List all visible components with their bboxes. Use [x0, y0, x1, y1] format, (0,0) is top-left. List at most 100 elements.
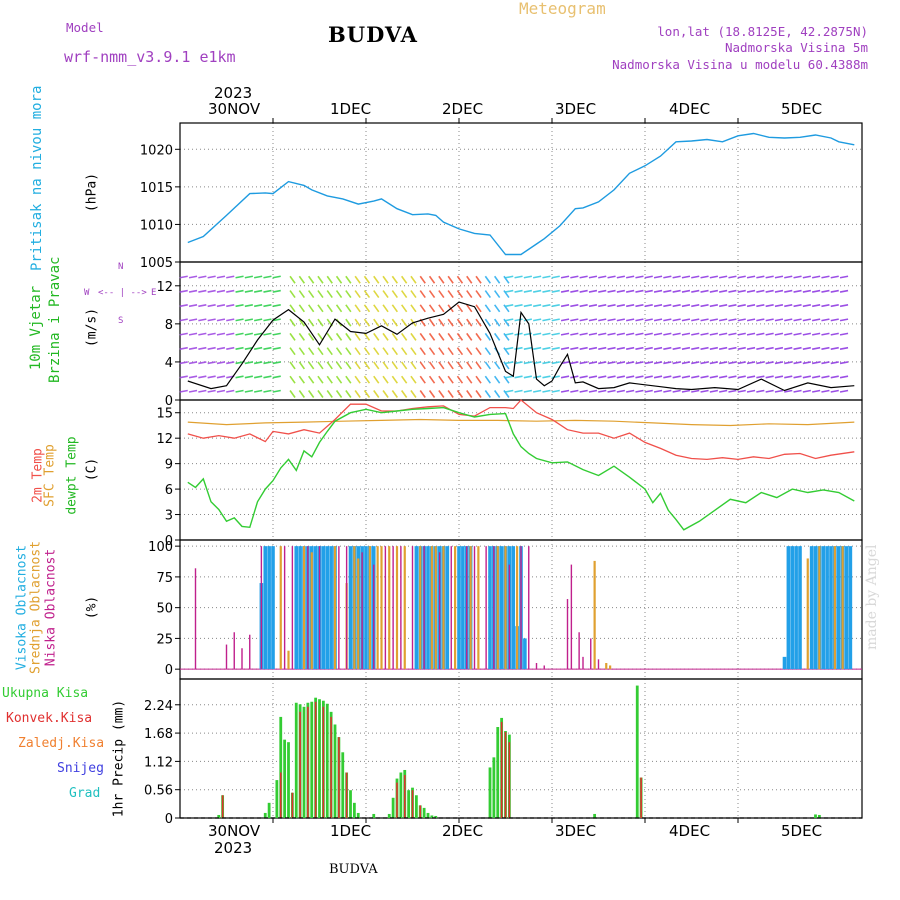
mid-cloud-bar-22 [504, 546, 507, 670]
low-cloud-bar-2 [233, 632, 235, 670]
wind-arrow-573 [765, 304, 774, 308]
wind-arrow-338 [523, 318, 532, 322]
wind-arrow-555 [746, 304, 756, 308]
total-precip-bar-11 [302, 706, 306, 818]
wind-arrow-476 [663, 275, 672, 279]
wind-arrow-27 [207, 389, 216, 393]
wind-arrow-47 [226, 361, 235, 365]
wind-arrow-401 [588, 318, 598, 322]
wind-arrow-79 [254, 289, 263, 293]
wind-arrow-404 [588, 275, 598, 279]
wind-arrow-90 [272, 389, 281, 393]
wind-arrow-615 [812, 346, 821, 350]
wind-arrow-454 [644, 332, 653, 336]
wind-arrow-642 [839, 346, 849, 350]
mid-cloud-bar-4 [333, 546, 337, 670]
wind-arrow-558 [756, 389, 765, 393]
wind-arrow-130 [317, 332, 324, 341]
total-precip-bar-28 [391, 797, 395, 818]
low-cloud-bar-17 [411, 546, 414, 670]
wind-arrow-183 [373, 347, 380, 356]
wind-arrow-468 [663, 389, 672, 393]
wind-arrow-374 [560, 318, 570, 322]
wind-arrow-548 [737, 275, 746, 279]
wind-arrow-244 [438, 375, 445, 384]
wind-arrow-616 [812, 332, 821, 336]
wind-arrow-248 [438, 318, 445, 327]
wind-arrow-12 [188, 346, 198, 350]
wind-arrow-35 [207, 275, 216, 279]
wind-arrow-201 [391, 347, 399, 356]
wind-arrow-625 [821, 332, 830, 336]
wind-arrow-542 [737, 361, 746, 365]
wind-arrow-377 [560, 275, 570, 279]
wind-arrow-420 [607, 304, 616, 308]
legend-conv-precip: Konvek.Kisa [6, 711, 93, 726]
mid-cloud-bar-3 [310, 552, 313, 670]
wind-arrow-524 [719, 361, 728, 365]
wind-arrow-634 [830, 332, 839, 336]
low-cloud-bar-12 [361, 552, 363, 670]
wind-arrow-294 [484, 304, 492, 313]
temperature-ytick-label-1: 3 [165, 509, 173, 524]
wind-arrow-135 [326, 390, 333, 398]
wind-arrow-301 [493, 332, 501, 341]
wind-arrow-273 [466, 347, 473, 356]
wind-arrow-263 [456, 361, 464, 370]
low-cloud-bar-0 [194, 568, 197, 670]
high-cloud-bar-32 [461, 546, 465, 670]
wind-arrow-321 [505, 304, 514, 308]
wind-arrow-376 [560, 289, 570, 293]
wind-arrow-119 [307, 361, 315, 370]
wind-arrow-66 [244, 346, 253, 350]
high-cloud-bar-25 [426, 546, 430, 670]
wind-arrow-472 [663, 332, 672, 336]
low-cloud-bar-3 [241, 648, 243, 670]
wind-arrow-152 [335, 275, 343, 284]
wind-arrow-332 [514, 275, 523, 279]
wind-arrow-92 [272, 361, 281, 365]
cloud-ytick-label-4: 100 [148, 540, 173, 555]
wind-arrow-354 [542, 346, 551, 350]
wind-arrow-455 [644, 318, 653, 322]
wind-arrow-146 [335, 361, 343, 370]
wind-arrow-173 [363, 361, 371, 370]
wind-arrow-515 [709, 361, 718, 365]
wind-ytick-label-1: 4 [165, 356, 173, 371]
wind-arrow-204 [391, 304, 399, 313]
wind-arrow-435 [626, 346, 635, 350]
wind-arrow-215 [400, 275, 408, 284]
wind-arrow-143 [326, 275, 333, 284]
wind-arrow-587 [784, 361, 793, 365]
wind-arrow-44 [216, 275, 226, 279]
wind-arrow-99 [289, 390, 296, 398]
wind-arrow-386 [570, 275, 579, 279]
wind-arrow-432 [626, 389, 635, 393]
wind-arrow-107 [289, 275, 296, 284]
wind-arrow-175 [363, 332, 371, 341]
wind-arrow-341 [523, 275, 532, 279]
conv-precip-bar-13 [419, 805, 422, 818]
wind-arrow-274 [466, 332, 473, 341]
total-precip-bar-34 [414, 795, 418, 818]
low-cloud-bar-22 [473, 546, 476, 670]
low-cloud-bar-30 [566, 599, 569, 670]
wind-arrow-463 [653, 332, 663, 336]
wind-arrow-591 [784, 304, 793, 308]
wind-arrow-487 [681, 375, 691, 379]
wind-arrow-403 [588, 289, 598, 293]
low-cloud-bar-20 [450, 546, 452, 670]
wind-arrow-262 [456, 375, 464, 384]
wind-arrow-388 [579, 375, 588, 379]
wind-arrow-109 [298, 375, 306, 384]
wind-arrow-7 [179, 289, 188, 293]
high-cloud-bar-50 [809, 546, 814, 670]
wind-arrow-380 [570, 361, 579, 365]
wind-arrow-287 [475, 275, 482, 284]
wind-arrow-306 [503, 390, 510, 398]
wind-arrow-118 [307, 375, 315, 384]
wind-arrow-368 [551, 275, 560, 279]
legend-freezing-precip: Zaledj.Kisa [18, 736, 105, 751]
wind-arrow-430 [616, 289, 625, 293]
wind-arrow-22 [198, 332, 207, 336]
